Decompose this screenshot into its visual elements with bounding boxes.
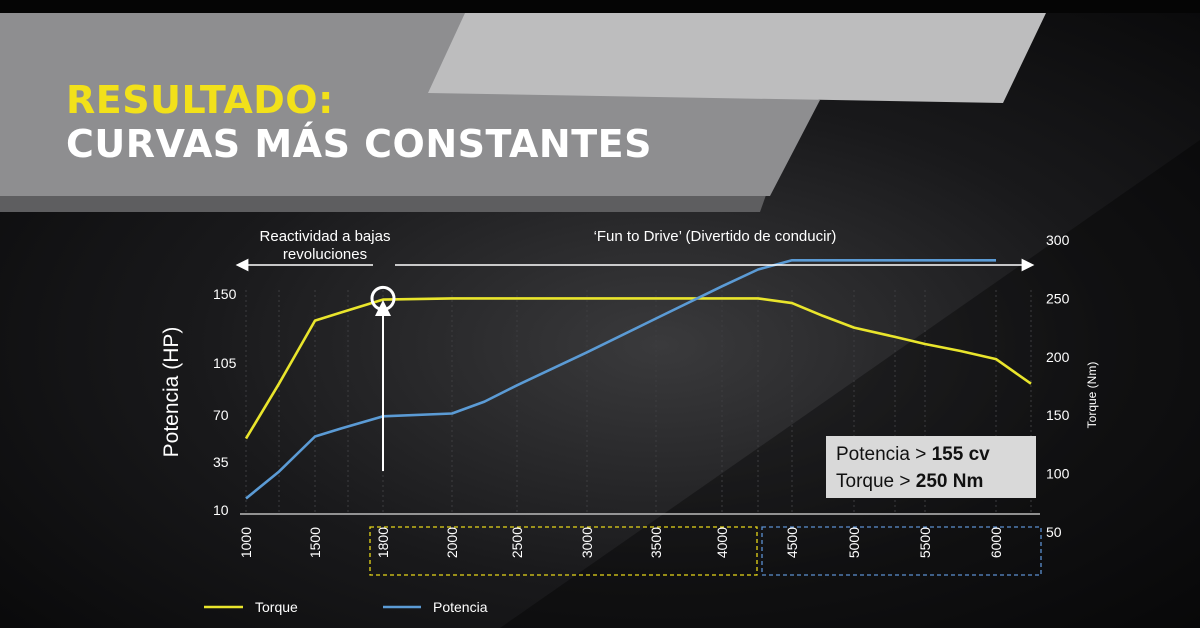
- fun-to-drive-label: ‘Fun to Drive’ (Divertido de conducir): [594, 228, 837, 245]
- spec-box: Potencia > 155 cv Torque > 250 Nm: [826, 436, 1036, 498]
- x-tick-label: 5500: [917, 527, 933, 558]
- x-tick-label: 6000: [988, 527, 1004, 558]
- y-right-tick-label: 200: [1046, 349, 1070, 365]
- power-spec-label: Potencia >: [836, 444, 932, 465]
- x-tick-label: 1000: [238, 527, 254, 558]
- x-tick-label: 3000: [579, 527, 595, 558]
- low-rev-label-2: revoluciones: [283, 246, 367, 263]
- x-tick-label: 1500: [307, 527, 323, 558]
- x-tick-label: 2500: [509, 527, 525, 558]
- y-left-tick-label: 150: [213, 286, 237, 302]
- zone-high-rpm-box: [761, 526, 1042, 576]
- y-left-axis-title: Potencia (HP): [160, 327, 183, 458]
- series-line-potencia: [245, 258, 996, 500]
- x-tick-label: 1800: [375, 527, 391, 558]
- y-left-tick-label: 105: [213, 355, 237, 371]
- y-right-tick-label: 50: [1046, 524, 1062, 540]
- y-left-tick-label: 10: [213, 502, 229, 518]
- x-tick-label: 5000: [846, 527, 862, 558]
- low-rev-label-1: Reactividad a bajas: [260, 228, 391, 245]
- slide-title-line-2: CURVAS MÁS CONSTANTES: [66, 122, 652, 166]
- y-right-tick-label: 250: [1046, 290, 1070, 306]
- x-tick-label: 4500: [784, 527, 800, 558]
- rpm-zones: [369, 526, 1042, 576]
- torque-spec: Torque > 250 Nm: [836, 468, 1036, 495]
- top-band: [0, 0, 1200, 13]
- y-right-tick-label: 300: [1046, 232, 1070, 248]
- vertical-gridlines: [245, 290, 1032, 512]
- series-lines: [244, 258, 1032, 500]
- power-spec-value: 155 cv: [931, 444, 990, 465]
- y-left-tick-label: 70: [213, 407, 229, 423]
- axes: 1000 1500 1800 2000 2500 3000 3500 4000 4500 5000…: [160, 232, 1099, 558]
- legend-label-potencia: Potencia: [433, 599, 488, 615]
- slide-title-line-1: RESULTADO:: [66, 78, 334, 122]
- legend: Torque Potencia: [204, 599, 488, 615]
- x-tick-label: 3500: [648, 527, 664, 558]
- x-tick-label: 4000: [714, 527, 730, 558]
- y-right-tick-label: 100: [1046, 466, 1070, 482]
- torque-spec-value: 250 Nm: [915, 471, 984, 492]
- torque-spec-label: Torque >: [836, 471, 916, 492]
- power-spec: Potencia > 155 cv: [836, 441, 1036, 468]
- x-tick-label: 2000: [444, 527, 460, 558]
- legend-label-torque: Torque: [255, 599, 298, 615]
- series-line-torque: [244, 297, 1032, 440]
- y-left-tick-label: 35: [213, 454, 229, 470]
- y-right-axis-title: Torque (Nm): [1085, 362, 1099, 429]
- y-right-tick-label: 150: [1046, 407, 1070, 423]
- header-plate-light: [428, 13, 1046, 103]
